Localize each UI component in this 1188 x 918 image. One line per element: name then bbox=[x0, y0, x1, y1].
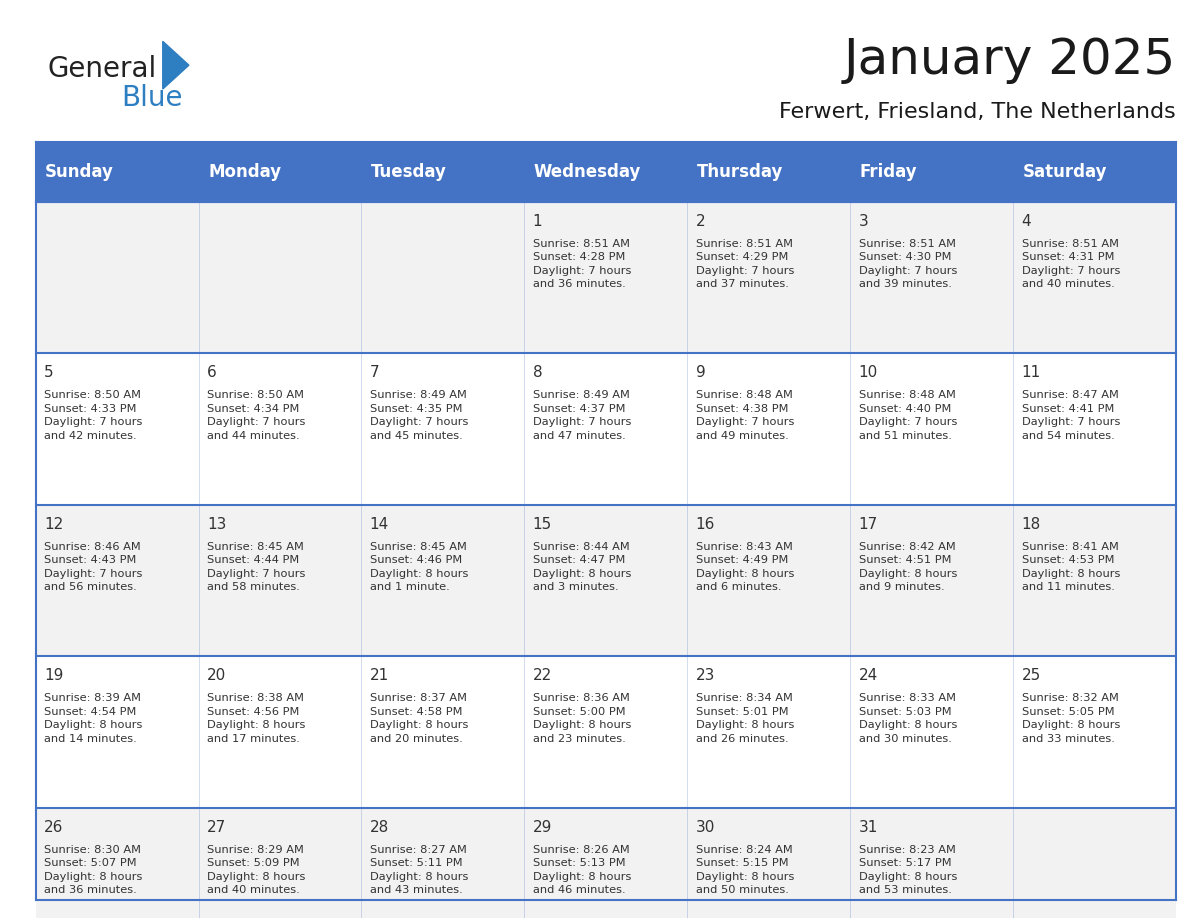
Text: 28: 28 bbox=[369, 820, 388, 834]
Bar bbox=[36, 808, 1176, 918]
Text: 9: 9 bbox=[696, 365, 706, 380]
Text: 26: 26 bbox=[44, 820, 63, 834]
Text: Sunrise: 8:51 AM
Sunset: 4:30 PM
Daylight: 7 hours
and 39 minutes.: Sunrise: 8:51 AM Sunset: 4:30 PM Dayligh… bbox=[859, 239, 958, 289]
Text: 8: 8 bbox=[532, 365, 543, 380]
Text: Sunrise: 8:43 AM
Sunset: 4:49 PM
Daylight: 8 hours
and 6 minutes.: Sunrise: 8:43 AM Sunset: 4:49 PM Dayligh… bbox=[696, 542, 794, 592]
Text: 7: 7 bbox=[369, 365, 379, 380]
Text: 4: 4 bbox=[1022, 214, 1031, 229]
Text: 20: 20 bbox=[207, 668, 226, 683]
Text: Sunrise: 8:51 AM
Sunset: 4:28 PM
Daylight: 7 hours
and 36 minutes.: Sunrise: 8:51 AM Sunset: 4:28 PM Dayligh… bbox=[532, 239, 631, 289]
Text: 21: 21 bbox=[369, 668, 388, 683]
Text: 3: 3 bbox=[859, 214, 868, 229]
Text: Saturday: Saturday bbox=[1023, 163, 1107, 181]
Text: Sunrise: 8:50 AM
Sunset: 4:34 PM
Daylight: 7 hours
and 44 minutes.: Sunrise: 8:50 AM Sunset: 4:34 PM Dayligh… bbox=[207, 390, 305, 441]
Text: Sunrise: 8:32 AM
Sunset: 5:05 PM
Daylight: 8 hours
and 33 minutes.: Sunrise: 8:32 AM Sunset: 5:05 PM Dayligh… bbox=[1022, 693, 1120, 744]
Text: January 2025: January 2025 bbox=[843, 36, 1176, 84]
Text: Sunrise: 8:51 AM
Sunset: 4:31 PM
Daylight: 7 hours
and 40 minutes.: Sunrise: 8:51 AM Sunset: 4:31 PM Dayligh… bbox=[1022, 239, 1120, 289]
Text: Sunrise: 8:33 AM
Sunset: 5:03 PM
Daylight: 8 hours
and 30 minutes.: Sunrise: 8:33 AM Sunset: 5:03 PM Dayligh… bbox=[859, 693, 958, 744]
Text: Sunrise: 8:29 AM
Sunset: 5:09 PM
Daylight: 8 hours
and 40 minutes.: Sunrise: 8:29 AM Sunset: 5:09 PM Dayligh… bbox=[207, 845, 305, 895]
Text: 13: 13 bbox=[207, 517, 226, 532]
Text: Sunrise: 8:27 AM
Sunset: 5:11 PM
Daylight: 8 hours
and 43 minutes.: Sunrise: 8:27 AM Sunset: 5:11 PM Dayligh… bbox=[369, 845, 468, 895]
Text: Sunrise: 8:39 AM
Sunset: 4:54 PM
Daylight: 8 hours
and 14 minutes.: Sunrise: 8:39 AM Sunset: 4:54 PM Dayligh… bbox=[44, 693, 143, 744]
Text: 19: 19 bbox=[44, 668, 63, 683]
Text: 11: 11 bbox=[1022, 365, 1041, 380]
Text: Sunrise: 8:48 AM
Sunset: 4:40 PM
Daylight: 7 hours
and 51 minutes.: Sunrise: 8:48 AM Sunset: 4:40 PM Dayligh… bbox=[859, 390, 958, 441]
Text: 30: 30 bbox=[696, 820, 715, 834]
Text: 31: 31 bbox=[859, 820, 878, 834]
Text: Sunrise: 8:48 AM
Sunset: 4:38 PM
Daylight: 7 hours
and 49 minutes.: Sunrise: 8:48 AM Sunset: 4:38 PM Dayligh… bbox=[696, 390, 794, 441]
Text: Ferwert, Friesland, The Netherlands: Ferwert, Friesland, The Netherlands bbox=[779, 102, 1176, 122]
Text: 22: 22 bbox=[532, 668, 552, 683]
Text: 14: 14 bbox=[369, 517, 388, 532]
Text: 12: 12 bbox=[44, 517, 63, 532]
Text: Sunrise: 8:47 AM
Sunset: 4:41 PM
Daylight: 7 hours
and 54 minutes.: Sunrise: 8:47 AM Sunset: 4:41 PM Dayligh… bbox=[1022, 390, 1120, 441]
Text: 15: 15 bbox=[532, 517, 552, 532]
Text: 1: 1 bbox=[532, 214, 543, 229]
Text: Sunrise: 8:41 AM
Sunset: 4:53 PM
Daylight: 8 hours
and 11 minutes.: Sunrise: 8:41 AM Sunset: 4:53 PM Dayligh… bbox=[1022, 542, 1120, 592]
Text: Sunrise: 8:45 AM
Sunset: 4:46 PM
Daylight: 8 hours
and 1 minute.: Sunrise: 8:45 AM Sunset: 4:46 PM Dayligh… bbox=[369, 542, 468, 592]
Text: Sunrise: 8:49 AM
Sunset: 4:37 PM
Daylight: 7 hours
and 47 minutes.: Sunrise: 8:49 AM Sunset: 4:37 PM Dayligh… bbox=[532, 390, 631, 441]
Text: Sunrise: 8:26 AM
Sunset: 5:13 PM
Daylight: 8 hours
and 46 minutes.: Sunrise: 8:26 AM Sunset: 5:13 PM Dayligh… bbox=[532, 845, 631, 895]
Text: Sunrise: 8:44 AM
Sunset: 4:47 PM
Daylight: 8 hours
and 3 minutes.: Sunrise: 8:44 AM Sunset: 4:47 PM Dayligh… bbox=[532, 542, 631, 592]
Text: General: General bbox=[48, 55, 157, 83]
Text: 2: 2 bbox=[696, 214, 706, 229]
Text: Sunrise: 8:23 AM
Sunset: 5:17 PM
Daylight: 8 hours
and 53 minutes.: Sunrise: 8:23 AM Sunset: 5:17 PM Dayligh… bbox=[859, 845, 958, 895]
Text: Sunrise: 8:45 AM
Sunset: 4:44 PM
Daylight: 7 hours
and 58 minutes.: Sunrise: 8:45 AM Sunset: 4:44 PM Dayligh… bbox=[207, 542, 305, 592]
Text: Sunday: Sunday bbox=[45, 163, 114, 181]
Text: Blue: Blue bbox=[121, 84, 183, 112]
Text: Thursday: Thursday bbox=[697, 163, 783, 181]
Text: Monday: Monday bbox=[208, 163, 282, 181]
Text: 27: 27 bbox=[207, 820, 226, 834]
Text: 29: 29 bbox=[532, 820, 552, 834]
Text: Sunrise: 8:51 AM
Sunset: 4:29 PM
Daylight: 7 hours
and 37 minutes.: Sunrise: 8:51 AM Sunset: 4:29 PM Dayligh… bbox=[696, 239, 794, 289]
Text: 23: 23 bbox=[696, 668, 715, 683]
Text: Sunrise: 8:50 AM
Sunset: 4:33 PM
Daylight: 7 hours
and 42 minutes.: Sunrise: 8:50 AM Sunset: 4:33 PM Dayligh… bbox=[44, 390, 143, 441]
Polygon shape bbox=[163, 41, 189, 89]
Text: Sunrise: 8:30 AM
Sunset: 5:07 PM
Daylight: 8 hours
and 36 minutes.: Sunrise: 8:30 AM Sunset: 5:07 PM Dayligh… bbox=[44, 845, 143, 895]
Text: Sunrise: 8:37 AM
Sunset: 4:58 PM
Daylight: 8 hours
and 20 minutes.: Sunrise: 8:37 AM Sunset: 4:58 PM Dayligh… bbox=[369, 693, 468, 744]
Text: Tuesday: Tuesday bbox=[371, 163, 447, 181]
Text: Sunrise: 8:38 AM
Sunset: 4:56 PM
Daylight: 8 hours
and 17 minutes.: Sunrise: 8:38 AM Sunset: 4:56 PM Dayligh… bbox=[207, 693, 305, 744]
Bar bbox=[36, 505, 1176, 656]
Text: Sunrise: 8:46 AM
Sunset: 4:43 PM
Daylight: 7 hours
and 56 minutes.: Sunrise: 8:46 AM Sunset: 4:43 PM Dayligh… bbox=[44, 542, 143, 592]
Bar bbox=[36, 353, 1176, 505]
Text: 18: 18 bbox=[1022, 517, 1041, 532]
Text: Sunrise: 8:49 AM
Sunset: 4:35 PM
Daylight: 7 hours
and 45 minutes.: Sunrise: 8:49 AM Sunset: 4:35 PM Dayligh… bbox=[369, 390, 468, 441]
Text: Sunrise: 8:34 AM
Sunset: 5:01 PM
Daylight: 8 hours
and 26 minutes.: Sunrise: 8:34 AM Sunset: 5:01 PM Dayligh… bbox=[696, 693, 794, 744]
Text: 5: 5 bbox=[44, 365, 53, 380]
Bar bbox=[36, 202, 1176, 353]
Text: Friday: Friday bbox=[860, 163, 917, 181]
Text: 24: 24 bbox=[859, 668, 878, 683]
Text: Sunrise: 8:24 AM
Sunset: 5:15 PM
Daylight: 8 hours
and 50 minutes.: Sunrise: 8:24 AM Sunset: 5:15 PM Dayligh… bbox=[696, 845, 794, 895]
Text: 25: 25 bbox=[1022, 668, 1041, 683]
Text: 17: 17 bbox=[859, 517, 878, 532]
Bar bbox=[36, 656, 1176, 808]
Text: Sunrise: 8:36 AM
Sunset: 5:00 PM
Daylight: 8 hours
and 23 minutes.: Sunrise: 8:36 AM Sunset: 5:00 PM Dayligh… bbox=[532, 693, 631, 744]
Text: 10: 10 bbox=[859, 365, 878, 380]
Text: 6: 6 bbox=[207, 365, 216, 380]
Bar bbox=[36, 142, 1176, 202]
Text: Wednesday: Wednesday bbox=[533, 163, 642, 181]
Text: 16: 16 bbox=[696, 517, 715, 532]
Text: Sunrise: 8:42 AM
Sunset: 4:51 PM
Daylight: 8 hours
and 9 minutes.: Sunrise: 8:42 AM Sunset: 4:51 PM Dayligh… bbox=[859, 542, 958, 592]
